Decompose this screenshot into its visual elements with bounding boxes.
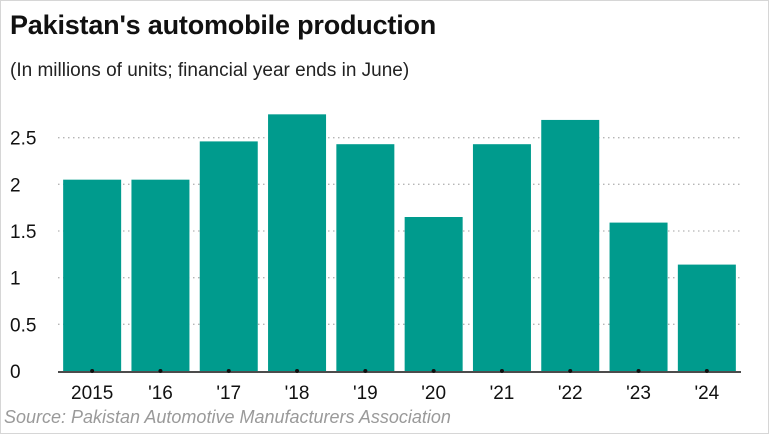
bar [131, 179, 190, 371]
bar [677, 264, 736, 371]
source-note: Source: Pakistan Automotive Manufacturer… [4, 407, 451, 427]
x-tick-label: '23 [626, 383, 651, 404]
bar [609, 222, 668, 371]
y-tick-label: 1 [10, 269, 21, 290]
x-axis-tick-labels: 2015 '16 '17 '18 '19 '20 '21 '22 '23 '24 [71, 383, 720, 404]
chart-subtitle: (In millions of units; financial year en… [10, 60, 410, 81]
chart-title: Pakistan's automobile production [10, 10, 437, 40]
gridlines [58, 137, 741, 325]
y-axis-tick-labels: 0 0.5 1 1.5 2 2.5 [10, 129, 36, 383]
y-tick-label: 2.5 [10, 129, 36, 150]
bar [404, 217, 463, 371]
y-tick-label: 0 [10, 362, 21, 383]
x-tick-label: '17 [216, 383, 241, 404]
x-tick-label: 2015 [71, 383, 113, 404]
bar [268, 114, 327, 371]
bars [63, 114, 736, 371]
y-tick-label: 2 [10, 175, 21, 196]
x-tick-label: '19 [353, 383, 378, 404]
y-tick-label: 0.5 [10, 315, 36, 336]
x-tick-label: '18 [285, 383, 310, 404]
x-tick-label: '24 [694, 383, 719, 404]
x-tick-label: '21 [490, 383, 515, 404]
bar [541, 119, 600, 371]
y-tick-label: 1.5 [10, 222, 36, 243]
bar [63, 179, 122, 371]
bar [472, 144, 531, 371]
bar [336, 144, 395, 371]
x-tick-label: '16 [148, 383, 173, 404]
x-tick-label: '22 [558, 383, 583, 404]
x-tick-label: '20 [421, 383, 446, 404]
x-axis [58, 369, 741, 373]
bar [199, 141, 258, 371]
